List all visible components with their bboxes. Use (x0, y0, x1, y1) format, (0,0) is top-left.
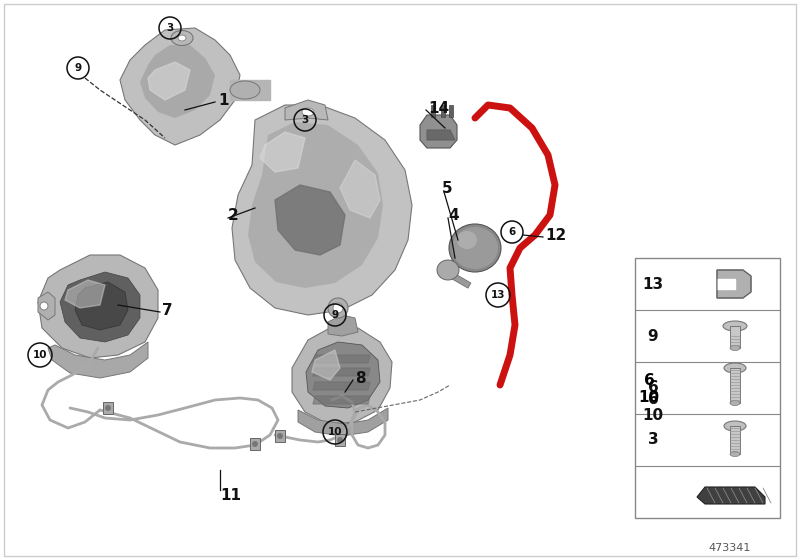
Polygon shape (232, 105, 412, 315)
Polygon shape (340, 160, 380, 218)
Polygon shape (715, 266, 747, 302)
Polygon shape (148, 62, 190, 100)
Ellipse shape (178, 35, 186, 41)
Ellipse shape (452, 227, 498, 269)
Text: 13: 13 (490, 290, 506, 300)
Text: 14: 14 (428, 100, 449, 115)
Text: 6: 6 (508, 227, 516, 237)
Ellipse shape (730, 400, 740, 405)
Bar (730, 426, 740, 454)
Polygon shape (312, 350, 340, 380)
Text: 9: 9 (74, 63, 82, 73)
Ellipse shape (730, 451, 740, 456)
Polygon shape (292, 328, 392, 424)
Polygon shape (313, 382, 370, 390)
Polygon shape (335, 434, 345, 446)
Polygon shape (298, 408, 388, 436)
Polygon shape (697, 487, 765, 504)
Polygon shape (313, 368, 370, 376)
Text: 4: 4 (448, 208, 458, 222)
Ellipse shape (449, 224, 501, 272)
Text: 9: 9 (648, 329, 658, 343)
Polygon shape (420, 115, 457, 148)
Polygon shape (60, 272, 140, 342)
Text: 8: 8 (355, 371, 366, 385)
Ellipse shape (457, 231, 477, 249)
Bar (730, 368, 740, 403)
Text: 2: 2 (228, 208, 238, 222)
Polygon shape (328, 315, 358, 336)
Polygon shape (120, 28, 240, 145)
Text: 1: 1 (218, 92, 229, 108)
Text: 7: 7 (162, 302, 173, 318)
Ellipse shape (302, 108, 314, 116)
Polygon shape (275, 185, 345, 255)
Circle shape (252, 441, 258, 447)
Text: 13: 13 (642, 277, 663, 292)
Ellipse shape (724, 363, 746, 373)
Text: 10: 10 (33, 350, 47, 360)
Circle shape (333, 303, 343, 313)
Circle shape (40, 302, 48, 310)
Ellipse shape (171, 30, 193, 45)
Text: 5: 5 (442, 180, 453, 195)
Polygon shape (65, 280, 105, 308)
Polygon shape (75, 282, 128, 330)
Polygon shape (306, 342, 380, 408)
Polygon shape (313, 355, 370, 363)
Polygon shape (275, 430, 285, 442)
Polygon shape (48, 342, 148, 378)
Polygon shape (260, 132, 305, 172)
Text: 10: 10 (638, 390, 659, 405)
Ellipse shape (437, 260, 459, 280)
Polygon shape (38, 292, 55, 320)
Bar (449, 105, 453, 117)
Bar (442, 268, 471, 288)
Text: 10: 10 (642, 408, 663, 423)
Ellipse shape (723, 321, 747, 331)
Text: 10: 10 (328, 427, 342, 437)
Polygon shape (103, 402, 113, 414)
Polygon shape (248, 122, 383, 288)
Text: 12: 12 (545, 227, 566, 242)
Bar (441, 105, 445, 117)
Text: 3: 3 (648, 432, 658, 447)
Text: 6: 6 (648, 380, 658, 395)
Text: 3: 3 (302, 115, 309, 125)
Ellipse shape (724, 421, 746, 431)
Bar (635, 258, 780, 518)
Text: 11: 11 (220, 488, 241, 502)
Polygon shape (427, 130, 455, 140)
Ellipse shape (230, 81, 260, 99)
Text: 6: 6 (644, 372, 654, 388)
Circle shape (277, 433, 283, 439)
Bar (730, 326, 740, 348)
Polygon shape (285, 100, 328, 120)
Text: 6: 6 (648, 393, 658, 408)
Circle shape (328, 298, 348, 318)
Polygon shape (717, 279, 735, 289)
Ellipse shape (730, 346, 740, 351)
Circle shape (105, 405, 111, 411)
Text: 473341: 473341 (709, 543, 751, 553)
Polygon shape (38, 255, 158, 358)
Text: 3: 3 (166, 23, 174, 33)
Polygon shape (140, 45, 215, 118)
Text: 9: 9 (331, 310, 338, 320)
Polygon shape (313, 396, 370, 404)
Polygon shape (717, 270, 751, 298)
Circle shape (337, 437, 343, 443)
Polygon shape (250, 438, 260, 450)
Bar (431, 105, 435, 117)
